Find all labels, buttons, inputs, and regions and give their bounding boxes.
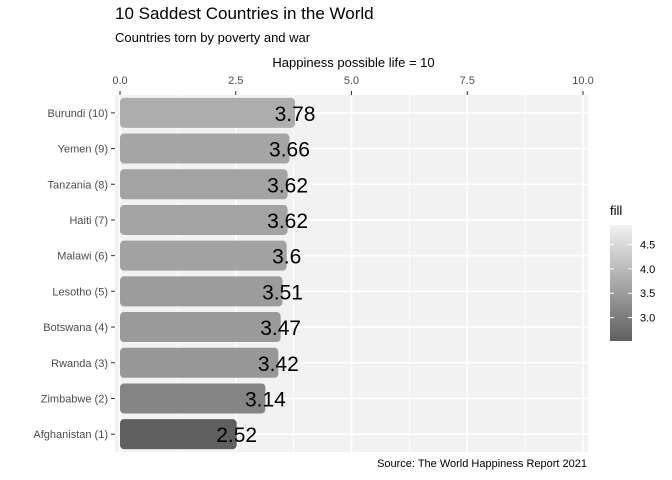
y-tick-label: Haiti (7) [69,215,108,227]
data-label: 2.52 [216,424,257,447]
chart-subtitle: Countries torn by poverty and war [115,30,311,45]
chart-title: 10 Saddest Countries in the World [115,4,374,23]
x-tick-label: 5.0 [344,75,359,87]
bar [120,240,287,271]
legend: fill 4.5 4.0 3.5 3.0 [610,203,660,343]
data-label: 3.62 [267,210,308,233]
y-tick-label: Zimbabwe (2) [41,393,108,405]
bar [120,312,281,343]
data-label: 3.6 [272,246,301,269]
y-tick-label: Afghanistan (1) [33,429,108,441]
y-tick-label: Malawi (6) [57,251,108,263]
data-label: 3.47 [260,317,301,340]
bar [120,276,283,307]
y-tick-label: Rwanda (3) [51,358,108,370]
bar [120,97,296,128]
data-label: 3.62 [267,174,308,197]
legend-title: fill [610,203,623,218]
x-tick-label: 7.5 [460,75,475,87]
data-label: 3.66 [269,139,310,162]
y-tick-label: Tanzania (8) [47,179,108,191]
data-label: 3.14 [245,388,286,411]
data-label: 3.78 [275,103,316,126]
y-tick-label: Burundi (10) [47,108,108,120]
bar [120,169,288,200]
data-label: 3.51 [262,281,303,304]
legend-tick-label: 3.5 [640,288,655,300]
bar [120,347,279,378]
data-label: 3.42 [258,353,299,376]
bar [120,204,288,235]
bar [120,419,237,450]
legend-colorbar: 4.5 4.0 3.5 3.0 [610,225,655,341]
x-tick-label: 0.0 [112,75,127,87]
x-tick-label: 10.0 [572,75,593,87]
bar [120,383,266,414]
legend-tick-label: 4.5 [640,239,655,251]
y-tick-label: Yemen (9) [58,144,108,156]
legend-tick-label: 3.0 [640,313,655,325]
y-tick-label: Lesotho (5) [52,286,108,298]
x-axis-label: Happiness possible life = 10 [272,55,434,70]
legend-gradient [610,225,632,341]
x-tick-label: 2.5 [228,75,243,87]
bar [120,133,290,164]
chart-caption: Source: The World Happiness Report 2021 [377,458,587,470]
y-tick-label: Botswana (4) [43,322,108,334]
legend-tick-label: 4.0 [640,264,655,276]
